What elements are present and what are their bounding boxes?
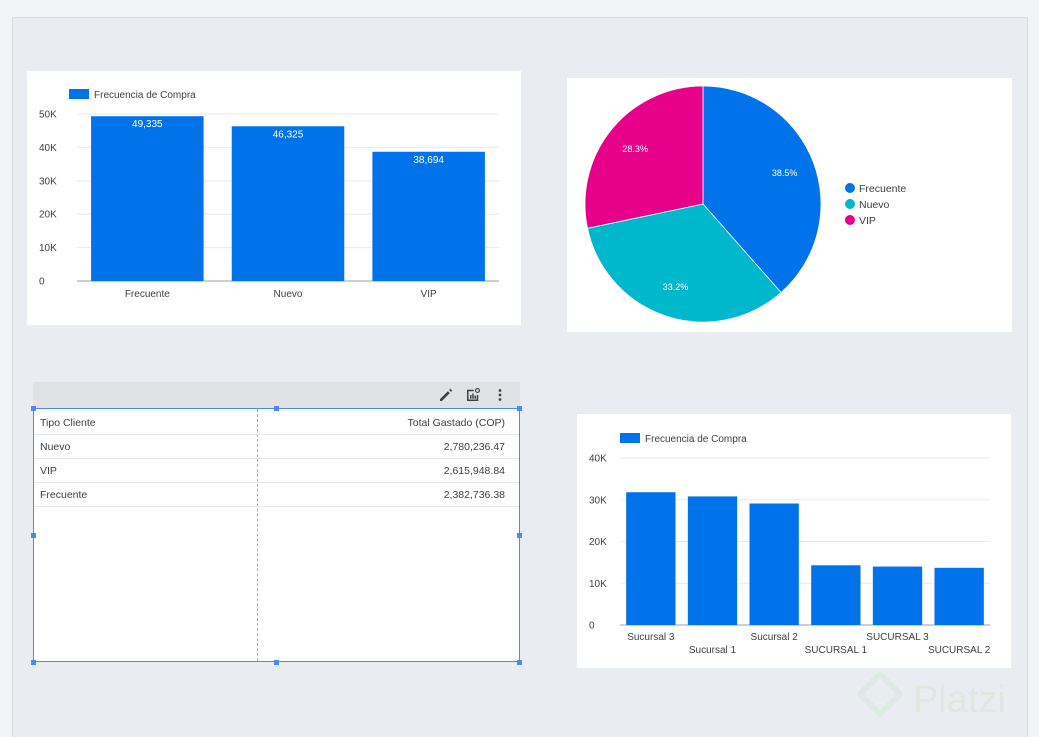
cell-tipo-cliente: Nuevo — [40, 441, 71, 453]
legend-dot — [845, 215, 855, 225]
y-tick-label: 0 — [589, 621, 595, 632]
legend-label: Nuevo — [859, 199, 890, 211]
bar — [372, 151, 485, 281]
x-tick-label: Sucursal 3 — [627, 632, 675, 643]
header-tipo-cliente[interactable]: Tipo Cliente — [40, 417, 96, 429]
bar — [687, 496, 738, 625]
resize-handle[interactable] — [274, 660, 279, 665]
x-tick-label: SUCURSAL 1 — [805, 645, 868, 656]
bar-chart-card-tipo[interactable]: Frecuencia de Compra 0 10K 20K 30K 40K 50K 49,3… — [27, 71, 521, 325]
pie-slice — [584, 85, 704, 229]
header-total-gastado[interactable]: Total Gastado (COP) — [407, 417, 505, 429]
bar-value-label: 49,335 — [132, 119, 163, 130]
table-row: Nuevo 2,780,236.47 — [34, 434, 519, 459]
resize-handle[interactable] — [31, 406, 36, 411]
resize-handle[interactable] — [31, 660, 36, 665]
more-vert-icon[interactable] — [491, 386, 509, 404]
bar — [811, 565, 861, 625]
x-tick-label: SUCURSAL 2 — [928, 645, 991, 656]
bar-chart-sucursal: Frecuencia de Compra 0 10K 20K 30K 40K Sucursa… — [589, 433, 991, 656]
y-tick-label: 10K — [39, 243, 57, 254]
x-tick-label: SUCURSAL 3 — [866, 632, 929, 643]
table-header-row: Tipo Cliente Total Gastado (COP) — [34, 410, 519, 435]
table-toolbar — [33, 382, 520, 408]
legend-label: Frecuente — [859, 183, 906, 195]
bar-value-label: 46,325 — [273, 129, 304, 140]
y-tick-label: 0 — [39, 277, 45, 288]
legend-label: VIP — [859, 215, 876, 227]
x-tick-label: Sucursal 1 — [689, 645, 737, 656]
bar-chart-tipo: Frecuencia de Compra 0 10K 20K 30K 40K 50K 49,3… — [39, 89, 499, 300]
y-tick-label: 30K — [589, 495, 607, 506]
y-tick-label: 40K — [39, 143, 57, 154]
x-tick-label: VIP — [421, 289, 437, 300]
resize-handle[interactable] — [517, 533, 522, 538]
resize-handle[interactable] — [517, 406, 522, 411]
resize-handle[interactable] — [31, 533, 36, 538]
legend-dot — [845, 183, 855, 193]
bar — [626, 492, 676, 625]
resize-handle[interactable] — [274, 406, 279, 411]
y-tick-label: 50K — [39, 110, 57, 121]
cell-tipo-cliente: Frecuente — [40, 489, 88, 501]
pie-percent-label: 33.2% — [663, 282, 689, 292]
bar-value-label: 38,694 — [413, 155, 444, 166]
legend-dot — [845, 199, 855, 209]
x-tick-label: Frecuente — [125, 289, 170, 300]
edit-icon[interactable] — [437, 386, 455, 404]
table-row: VIP 2,615,948.84 — [34, 458, 519, 483]
legend-label: Frecuencia de Compra — [94, 90, 196, 101]
pie-percent-label: 28.3% — [622, 144, 648, 154]
y-tick-label: 10K — [589, 579, 607, 590]
watermark-text: Platzi — [913, 679, 1006, 721]
y-tick-label: 20K — [589, 537, 607, 548]
x-tick-label: Sucursal 2 — [751, 632, 799, 643]
bar — [91, 116, 204, 281]
cell-tipo-cliente: VIP — [40, 465, 57, 477]
chart-settings-icon[interactable] — [464, 386, 482, 404]
cell-total-gastado: 2,382,736.38 — [443, 489, 505, 501]
bar — [231, 126, 345, 281]
y-tick-label: 40K — [589, 454, 607, 465]
cell-total-gastado: 2,615,948.84 — [443, 465, 505, 477]
pie-slice — [587, 203, 782, 323]
pie-slice — [702, 85, 822, 294]
y-tick-label: 30K — [39, 176, 57, 187]
column-divider[interactable] — [257, 409, 258, 661]
platzi-logo-icon — [857, 671, 903, 717]
legend-swatch — [69, 89, 89, 99]
y-tick-label: 20K — [39, 210, 57, 221]
resize-handle[interactable] — [517, 660, 522, 665]
bar-chart-card-sucursal[interactable]: Frecuencia de Compra 0 10K 20K 30K 40K Sucursa… — [577, 414, 1011, 668]
platzi-watermark: Platzi — [857, 671, 1006, 721]
bar — [872, 566, 923, 625]
bar — [749, 503, 799, 625]
bar — [934, 567, 984, 625]
pie-chart-tipo: 38.5% 33.2% 28.3% Frecuente Nuevo VIP — [584, 85, 906, 323]
data-table[interactable]: Tipo Cliente Total Gastado (COP) Nuevo 2… — [33, 408, 520, 662]
legend-label: Frecuencia de Compra — [645, 434, 747, 445]
pie-percent-label: 38.5% — [772, 168, 798, 178]
pie-chart-card-tipo[interactable]: 38.5% 33.2% 28.3% Frecuente Nuevo VIP — [567, 78, 1012, 332]
legend-swatch — [620, 433, 640, 443]
table-row: Frecuente 2,382,736.38 — [34, 482, 519, 507]
x-tick-label: Nuevo — [274, 289, 303, 300]
cell-total-gastado: 2,780,236.47 — [443, 441, 505, 453]
